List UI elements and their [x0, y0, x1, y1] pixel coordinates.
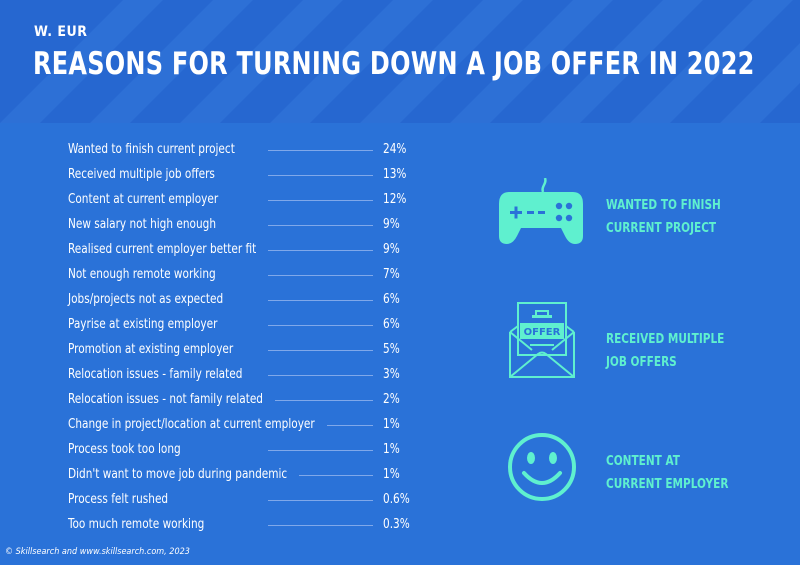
row-divider	[268, 325, 373, 326]
table-row: Promotion at existing employer 5%	[68, 340, 428, 365]
callout-line: CURRENT PROJECT	[606, 221, 717, 236]
reason-value: 3%	[383, 367, 400, 382]
table-row: Jobs/projects not as expected 6%	[68, 290, 428, 315]
row-divider	[299, 475, 373, 476]
row-divider	[268, 300, 373, 301]
table-row: Realised current employer better fit 9%	[68, 240, 428, 265]
reason-value: 5%	[383, 342, 400, 357]
region-label: W. EUR	[34, 24, 88, 40]
reason-value: 9%	[383, 242, 400, 257]
stripe-pattern	[0, 0, 800, 123]
table-row: Received multiple job offers 13%	[68, 165, 428, 190]
reason-value: 1%	[383, 417, 400, 432]
reason-value: 6%	[383, 317, 400, 332]
callout-line: CONTENT AT	[606, 454, 680, 469]
reasons-table: Wanted to finish current project 24% Recei…	[68, 140, 428, 540]
row-divider	[268, 200, 373, 201]
table-row: New salary not high enough 9%	[68, 215, 428, 240]
reason-label: Process felt rushed	[68, 492, 169, 507]
table-row: Wanted to finish current project 24%	[68, 140, 428, 165]
reason-value: 1%	[383, 467, 400, 482]
reason-value: 1%	[383, 442, 400, 457]
reason-label: Content at current employer	[68, 192, 219, 207]
reason-label: Relocation issues - family related	[68, 367, 243, 382]
row-divider	[268, 175, 373, 176]
reason-label: Didn't want to move job during pandemic	[68, 467, 288, 482]
reason-label: Process took too long	[68, 442, 181, 457]
callout-line: CURRENT EMPLOYER	[606, 477, 729, 492]
reason-value: 13%	[383, 167, 407, 182]
reason-value: 6%	[383, 292, 400, 307]
reason-label: Too much remote working	[68, 517, 205, 532]
reason-value: 0.6%	[383, 492, 410, 507]
table-row: Too much remote working 0.3%	[68, 515, 428, 540]
table-row: Change in project/location at current em…	[68, 415, 428, 440]
reason-label: Not enough remote working	[68, 267, 216, 282]
reason-value: 0.3%	[383, 517, 410, 532]
row-divider	[268, 150, 373, 151]
table-row: Didn't want to move job during pandemic 1…	[68, 465, 428, 490]
offer-envelope-icon: OFFER	[509, 302, 575, 378]
reason-value: 12%	[383, 192, 407, 207]
offer-text: OFFER	[524, 327, 561, 338]
reason-label: Change in project/location at current em…	[68, 417, 315, 432]
callout-wanted-to-finish: WANTED TO FINISH CURRENT PROJECT	[606, 194, 721, 240]
callout-received-multiple: RECEIVED MULTIPLE JOB OFFERS	[606, 328, 724, 374]
table-row: Process took too long 1%	[68, 440, 428, 465]
table-row: Payrise at existing employer 6%	[68, 315, 428, 340]
callout-line: RECEIVED MULTIPLE	[606, 332, 725, 347]
table-row: Process felt rushed 0.6%	[68, 490, 428, 515]
callout-line: JOB OFFERS	[606, 355, 677, 370]
reason-label: Received multiple job offers	[68, 167, 215, 182]
row-divider	[275, 400, 373, 401]
row-divider	[268, 375, 373, 376]
callout-content-at: CONTENT AT CURRENT EMPLOYER	[606, 450, 728, 496]
copyright-footer: © Skillsearch and www.skillsearch.com, 2…	[5, 547, 190, 557]
table-row: Relocation issues - family related 3%	[68, 365, 428, 390]
page-title: REASONS FOR TURNING DOWN A JOB OFFER IN …	[33, 46, 755, 82]
row-divider	[268, 350, 373, 351]
reason-label: Realised current employer better fit	[68, 242, 257, 257]
reason-label: Jobs/projects not as expected	[68, 292, 224, 307]
row-divider	[326, 425, 373, 426]
reason-label: Payrise at existing employer	[68, 317, 218, 332]
row-divider	[268, 500, 373, 501]
reason-value: 7%	[383, 267, 400, 282]
reason-value: 24%	[383, 142, 407, 157]
callout-line: WANTED TO FINISH	[606, 198, 721, 213]
row-divider	[268, 225, 373, 226]
row-divider	[268, 525, 373, 526]
table-row: Content at current employer 12%	[68, 190, 428, 215]
table-row: Relocation issues - not family related 2%	[68, 390, 428, 415]
game-controller-icon	[499, 178, 583, 244]
row-divider	[268, 275, 373, 276]
reason-label: Wanted to finish current project	[68, 142, 235, 157]
table-row: Not enough remote working 7%	[68, 265, 428, 290]
row-divider	[268, 450, 373, 451]
reason-label: Relocation issues - not family related	[68, 392, 264, 407]
reason-value: 2%	[383, 392, 400, 407]
row-divider	[268, 250, 373, 251]
smiley-face-icon	[508, 433, 576, 501]
header-banner: W. EUR REASONS FOR TURNING DOWN A JOB OF…	[0, 0, 800, 123]
reason-value: 9%	[383, 217, 400, 232]
reason-label: New salary not high enough	[68, 217, 217, 232]
reason-label: Promotion at existing employer	[68, 342, 234, 357]
